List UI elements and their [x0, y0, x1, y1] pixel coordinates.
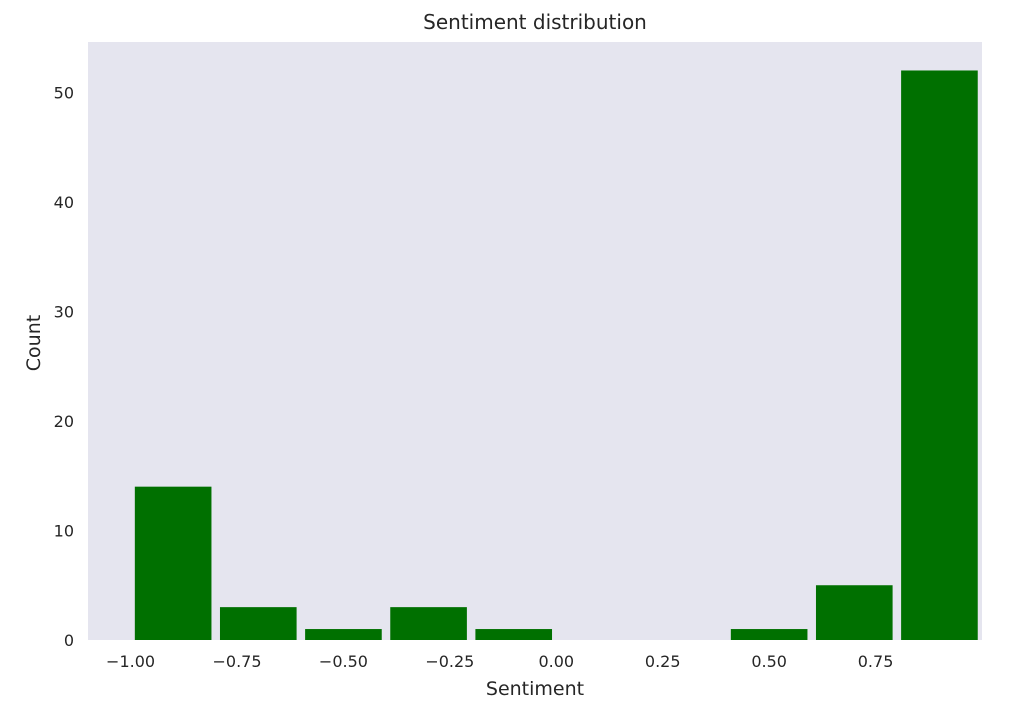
bar-0 — [134, 486, 212, 640]
chart-title: Sentiment distribution — [423, 10, 647, 34]
bar-2 — [305, 629, 382, 640]
y-tick-label: 20 — [54, 412, 74, 431]
bar-4 — [475, 629, 553, 640]
x-tick-label: 0.25 — [645, 652, 681, 671]
bar-8 — [815, 585, 893, 640]
x-tick-label: −0.50 — [319, 652, 368, 671]
y-tick-label: 10 — [54, 521, 74, 540]
bar-1 — [219, 607, 297, 640]
x-tick-label: −0.75 — [212, 652, 261, 671]
bar-7 — [730, 629, 808, 640]
y-tick-label: 30 — [54, 302, 74, 321]
bar-3 — [390, 607, 467, 640]
bar-9 — [901, 70, 978, 640]
plot-area — [88, 42, 982, 640]
x-tick-labels: −1.00 −0.75 −0.50 −0.25 0.00 0.25 0.50 0.75 — [106, 652, 893, 671]
y-tick-labels: 0 10 20 30 40 50 — [54, 83, 74, 650]
bars-group — [134, 70, 978, 640]
x-tick-label: 0.50 — [751, 652, 787, 671]
x-axis-label: Sentiment — [486, 678, 584, 700]
x-tick-label: 0.75 — [858, 652, 894, 671]
y-tick-label: 50 — [54, 83, 74, 102]
y-tick-label: 0 — [64, 631, 74, 650]
y-axis-label: Count — [23, 315, 45, 371]
x-tick-label: 0.00 — [538, 652, 574, 671]
x-tick-label: −0.25 — [425, 652, 474, 671]
x-tick-label: −1.00 — [106, 652, 155, 671]
y-tick-label: 40 — [54, 193, 74, 212]
